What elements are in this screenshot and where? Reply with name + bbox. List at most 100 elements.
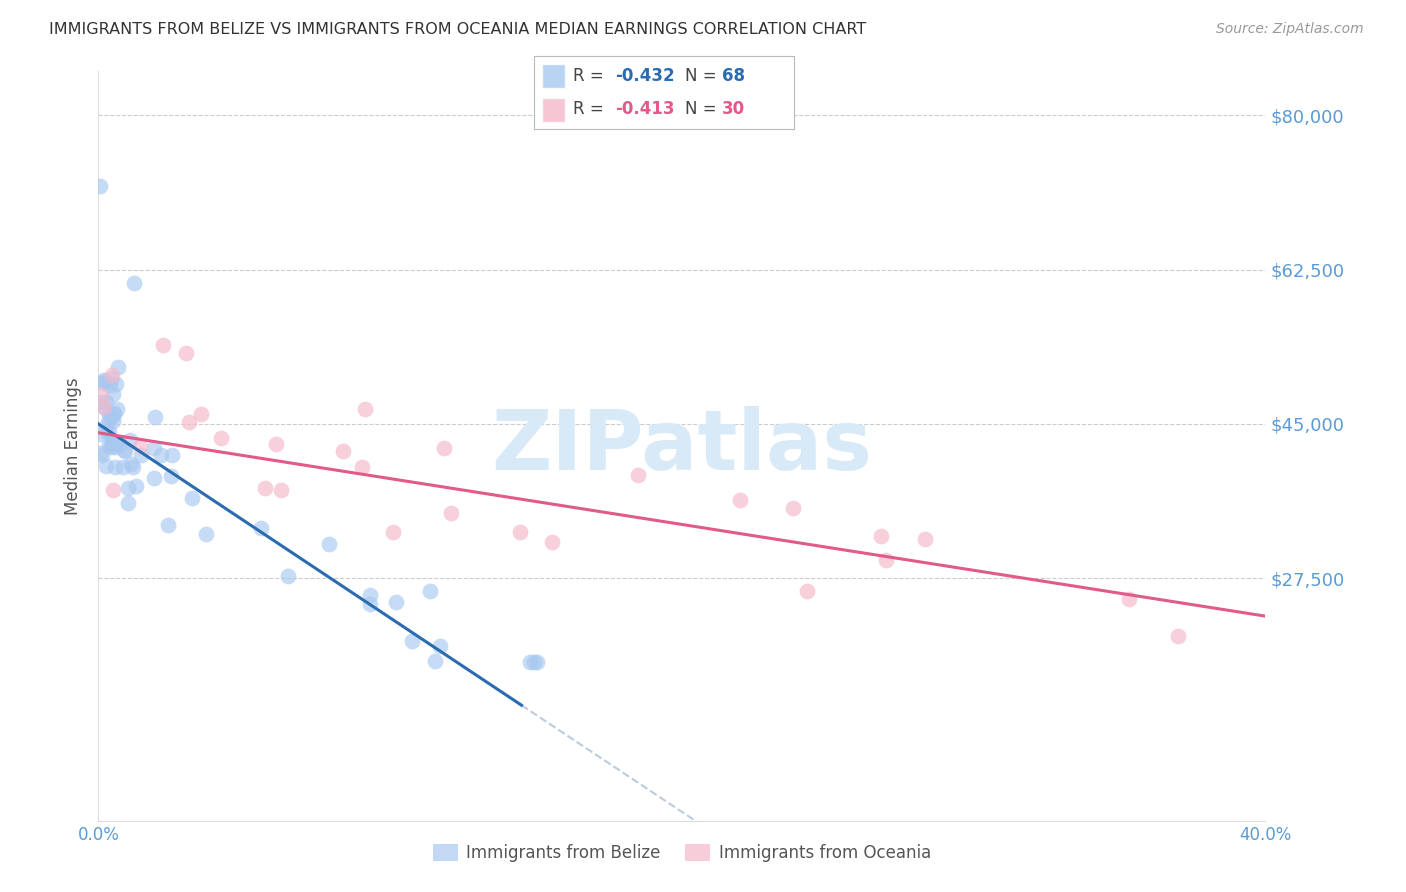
Point [105,376,128,391]
Point [91,376,114,390]
Point [129,448,152,462]
Point [89,426,111,441]
Point [122,276,145,290]
Point [190,407,212,421]
Point [149,448,172,462]
Point [114,443,136,458]
Point [1118,592,1140,607]
Point [101,437,124,451]
Point [875,553,897,567]
Point [98,412,121,426]
Point [870,529,893,543]
Point [101,414,124,428]
Point [89,445,111,459]
Point [104,440,127,454]
Point [101,437,124,451]
Point [101,483,124,497]
Point [117,481,139,495]
Point [728,492,751,507]
Point [121,460,143,475]
Text: ZIPatlas: ZIPatlas [492,406,872,486]
Point [264,437,287,451]
Text: N =: N = [685,67,723,85]
Point [100,372,122,386]
Point [914,533,936,547]
Point [177,415,200,429]
Point [93,373,115,387]
Text: -0.432: -0.432 [614,67,675,85]
Point [107,360,129,375]
Point [782,501,804,516]
Point [143,442,166,456]
Text: R =: R = [574,67,609,85]
Point [93,400,115,414]
Point [526,655,548,669]
Point [209,431,232,445]
Point [96,425,118,439]
Point [93,401,115,415]
Point [105,401,128,416]
Point [429,639,451,653]
Point [98,407,121,421]
Point [101,368,124,382]
Point [332,443,354,458]
Point [176,346,198,360]
Point [1167,628,1189,642]
Bar [543,98,565,122]
Point [519,655,541,669]
Point [350,460,373,475]
Point [112,443,135,458]
Point [425,654,447,668]
Point [359,588,381,602]
Point [277,569,299,583]
Bar [543,63,565,87]
Point [419,583,441,598]
Point [796,583,818,598]
Point [180,491,202,505]
Point [93,374,115,388]
Text: IMMIGRANTS FROM BELIZE VS IMMIGRANTS FROM OCEANIA MEDIAN EARNINGS CORRELATION CH: IMMIGRANTS FROM BELIZE VS IMMIGRANTS FRO… [49,22,866,37]
Point [152,337,174,351]
Point [382,524,405,539]
Point [100,440,122,454]
Text: -0.413: -0.413 [614,100,675,119]
Point [385,595,408,609]
Point [125,478,148,492]
Point [157,518,180,533]
Point [440,506,463,520]
Point [508,524,530,539]
Point [540,534,562,549]
Text: 68: 68 [721,67,745,85]
Point [117,496,139,510]
Point [254,481,277,495]
Text: N =: N = [685,100,723,119]
Text: 30: 30 [721,100,745,119]
Point [96,418,118,433]
Point [627,467,650,482]
Point [101,433,124,447]
Point [160,448,183,462]
Point [103,407,125,421]
Point [354,402,377,417]
Point [359,597,381,611]
Point [160,468,183,483]
Point [98,378,121,392]
Point [523,655,546,669]
Text: Source: ZipAtlas.com: Source: ZipAtlas.com [1216,22,1364,37]
Point [101,386,124,401]
Point [103,406,125,420]
Point [112,460,135,475]
Text: R =: R = [574,100,609,119]
Point [90,448,112,462]
Point [97,438,120,452]
Point [401,634,423,648]
Point [249,521,271,535]
Point [120,457,142,471]
Point [98,425,121,439]
Point [94,458,117,473]
Point [195,526,218,541]
Point [89,395,111,409]
Legend: Immigrants from Belize, Immigrants from Oceania: Immigrants from Belize, Immigrants from … [426,837,938,869]
Point [104,460,127,475]
Point [104,434,127,449]
